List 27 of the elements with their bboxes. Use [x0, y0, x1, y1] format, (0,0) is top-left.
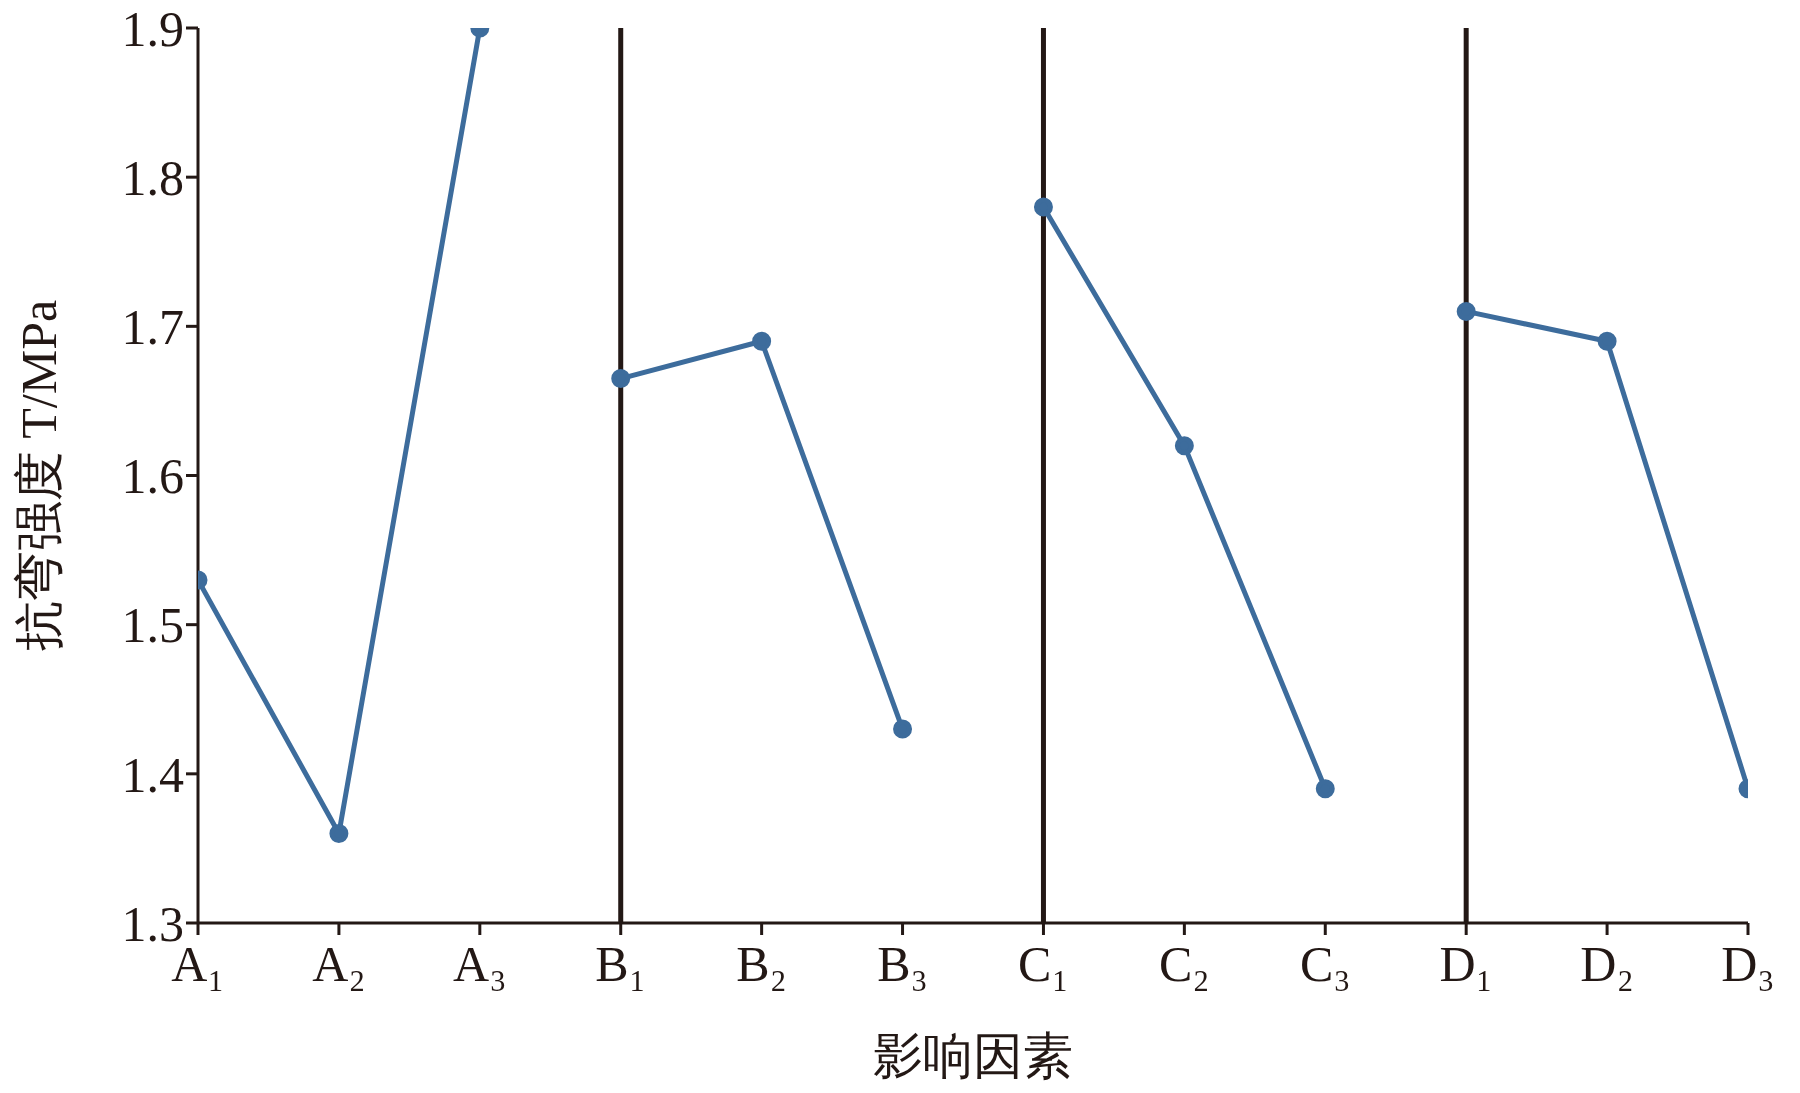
point	[1456, 301, 1476, 321]
point	[893, 719, 913, 739]
y-axis-title: 抗弯强度 T/MPa	[10, 299, 67, 652]
point	[1315, 779, 1335, 799]
x-tick-label: B₃	[877, 936, 928, 992]
y-tick-label: 1.4	[121, 746, 184, 803]
x-tick-label: C₁	[1018, 936, 1069, 992]
x-tick-label: B₂	[736, 936, 788, 992]
x-tick-label: C₃	[1299, 936, 1351, 992]
point	[1597, 331, 1617, 351]
y-tick-label: 1.7	[121, 299, 184, 356]
x-tick-label: C₂	[1158, 936, 1210, 992]
x-tick-label: D₁	[1439, 936, 1493, 992]
x-axis-title: 影响因素	[873, 1028, 1073, 1084]
x-tick-label: D₂	[1580, 936, 1634, 992]
y-tick-label: 1.8	[121, 149, 184, 206]
x-tick-label: A₃	[453, 936, 507, 992]
point	[1033, 197, 1053, 217]
y-tick-label: 1.9	[121, 0, 184, 57]
x-tick-label: B₁	[595, 936, 647, 992]
y-tick-label: 1.5	[121, 597, 184, 654]
x-tick-label: A₂	[312, 936, 366, 992]
point	[1174, 436, 1194, 456]
point	[611, 369, 631, 389]
point	[752, 331, 772, 351]
x-tick-label: D₃	[1721, 936, 1775, 992]
y-tick-label: 1.6	[121, 448, 184, 505]
